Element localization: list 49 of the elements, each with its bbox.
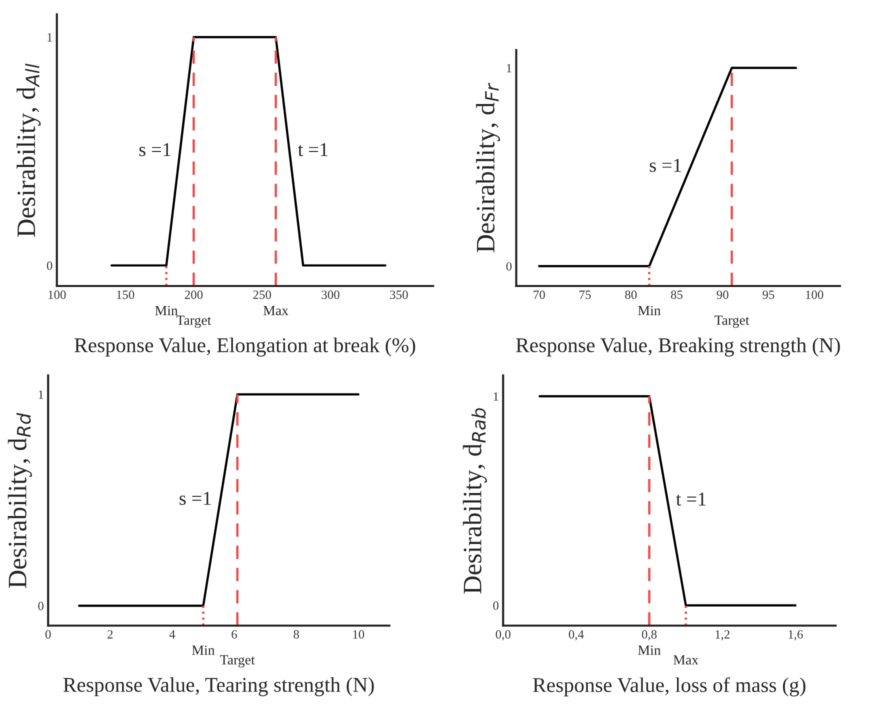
x-tick-label: 2 bbox=[108, 630, 113, 638]
x-tick-label: 100 bbox=[806, 290, 824, 299]
annotation: s =1 bbox=[180, 492, 211, 505]
ref-line-label: Min bbox=[155, 306, 178, 316]
x-tick-label: 350 bbox=[390, 290, 408, 299]
x-tick-label: 80 bbox=[625, 290, 637, 299]
ref-line-label: Target bbox=[714, 316, 750, 328]
x-axis-title: Response Value, loss of mass (g) bbox=[533, 677, 806, 696]
y-axis-title: Desirability, d$_{All}$ bbox=[16, 64, 41, 237]
x-axis-title: Response Value, Breaking strength (N) bbox=[516, 338, 840, 357]
x-tick-label: 85 bbox=[670, 290, 683, 299]
ref-line-label: Max bbox=[263, 306, 288, 316]
ref-line-label: Target bbox=[176, 316, 212, 328]
x-tick-label: 4 bbox=[169, 630, 176, 638]
y-tick-label: 1 bbox=[38, 390, 44, 399]
y-axis-title: Desirability, d$_{Rab}$ bbox=[462, 408, 487, 594]
x-tick-label: 90 bbox=[716, 290, 728, 299]
ref-line-label: Min bbox=[638, 306, 661, 316]
x-tick-label: 95 bbox=[762, 290, 774, 299]
x-tick-label: 1,6 bbox=[788, 630, 803, 640]
x-axis-title: Response Value, Elongation at break (%) bbox=[74, 338, 416, 357]
x-tick-label: 150 bbox=[117, 290, 134, 299]
x-tick-label: 10 bbox=[353, 630, 364, 639]
x-tick-label: 300 bbox=[322, 290, 340, 299]
y-axis-title: Desirability, d$_{Fr}$ bbox=[476, 82, 500, 252]
y-axis-title: Desirability, d$_{Rd}$ bbox=[8, 412, 32, 588]
annotation: s =1 bbox=[650, 158, 682, 172]
x-tick-label: 100 bbox=[48, 290, 66, 299]
y-tick-label: 1 bbox=[48, 33, 52, 42]
x-tick-label: 200 bbox=[184, 290, 203, 299]
x-tick-label: 1,2 bbox=[716, 630, 730, 640]
x-tick-label: 8 bbox=[294, 630, 299, 639]
annotation: s =1 bbox=[139, 143, 171, 156]
ref-line-label: Max bbox=[673, 655, 698, 665]
x-tick-label: 0,0 bbox=[496, 630, 510, 640]
x-tick-label: 0,8 bbox=[642, 630, 657, 640]
x-tick-label: 75 bbox=[580, 290, 591, 299]
ref-line-label: Min bbox=[192, 646, 215, 655]
y-tick-label: 1 bbox=[494, 392, 498, 401]
annotation: t =1 bbox=[298, 143, 328, 156]
x-tick-label: 0,4 bbox=[568, 630, 584, 640]
ref-line-label: Min bbox=[638, 646, 661, 655]
x-tick-label: 6 bbox=[232, 630, 238, 639]
x-axis-title: Response Value, Tearing strength (N) bbox=[63, 677, 374, 696]
x-tick-label: 70 bbox=[534, 290, 545, 299]
annotation: t =1 bbox=[676, 492, 706, 506]
y-tick-label: 1 bbox=[506, 64, 512, 72]
ref-line-label: Target bbox=[220, 655, 255, 668]
x-tick-label: 250 bbox=[253, 290, 271, 299]
